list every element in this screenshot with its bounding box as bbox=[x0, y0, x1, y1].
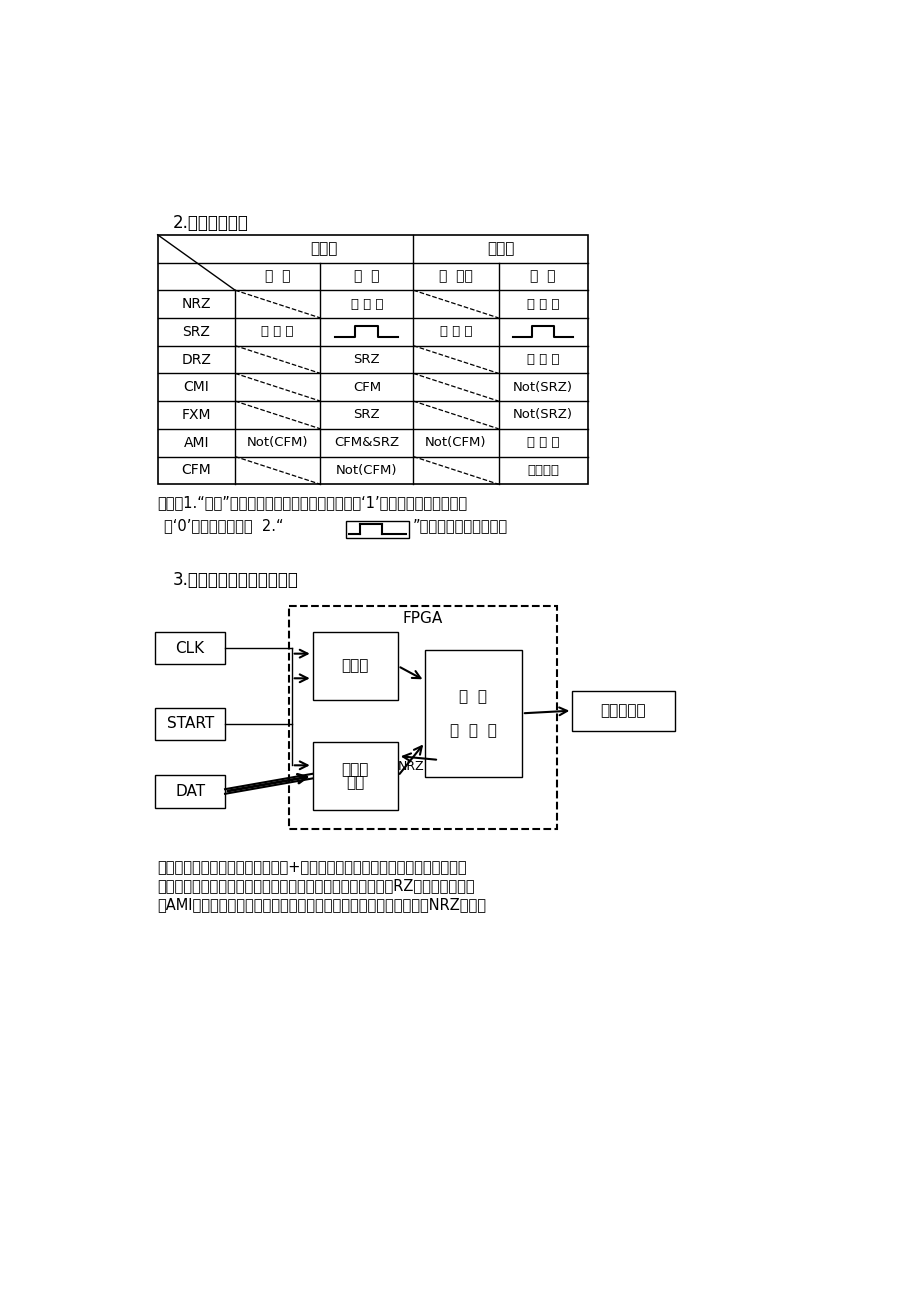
Bar bbox=[289, 605, 556, 829]
Bar bbox=[312, 742, 397, 810]
Bar bbox=[312, 631, 397, 700]
Bar bbox=[572, 690, 674, 730]
Bar bbox=[157, 234, 587, 484]
Text: 高电平: 高电平 bbox=[311, 241, 337, 256]
Bar bbox=[155, 707, 225, 740]
Text: 低  位: 低 位 bbox=[530, 270, 555, 284]
Text: NRZ: NRZ bbox=[181, 297, 210, 311]
Text: （‘0’）表示正极性；  2.“: （‘0’）表示正极性； 2.“ bbox=[164, 518, 283, 533]
Text: 转  换  器: 转 换 器 bbox=[449, 723, 496, 738]
Text: （AMI）码码形输出时引入正负极性标志位，而对双极性非归零码（NRZ）和差: （AMI）码码形输出时引入正负极性标志位，而对双极性非归零码（NRZ）和差 bbox=[157, 897, 486, 911]
Text: START: START bbox=[166, 716, 213, 732]
Text: DRZ: DRZ bbox=[181, 353, 211, 367]
Text: 高  位: 高 位 bbox=[265, 270, 290, 284]
Text: Not(CFM): Not(CFM) bbox=[335, 464, 397, 477]
Text: 低电平: 低电平 bbox=[486, 241, 514, 256]
Bar bbox=[155, 775, 225, 807]
Bar bbox=[425, 650, 521, 777]
Text: Not(CFM): Not(CFM) bbox=[425, 436, 486, 449]
Text: Not(SRZ): Not(SRZ) bbox=[513, 380, 573, 393]
Text: CMI: CMI bbox=[183, 380, 209, 395]
Text: 低 电 平: 低 电 平 bbox=[527, 353, 559, 366]
Text: ”表示高、低两种电平；: ”表示高、低两种电平； bbox=[412, 518, 507, 533]
Text: DAT: DAT bbox=[175, 784, 205, 799]
Text: FPGA: FPGA bbox=[403, 611, 443, 626]
Text: 2.码型转换原理: 2.码型转换原理 bbox=[173, 214, 249, 232]
Text: 3.基带码发生器的原理框图: 3.基带码发生器的原理框图 bbox=[173, 570, 299, 589]
Text: 低 电 平: 低 电 平 bbox=[527, 298, 559, 311]
Text: 低  位: 低 位 bbox=[354, 270, 380, 284]
Text: 分频器: 分频器 bbox=[341, 659, 369, 673]
Text: 说明：双极性的码形需要数字部分+模拟电路来实现，图中没有包含模拟电路部: 说明：双极性的码形需要数字部分+模拟电路来实现，图中没有包含模拟电路部 bbox=[157, 861, 467, 875]
Text: 高  位。: 高 位。 bbox=[438, 270, 472, 284]
Text: SRZ: SRZ bbox=[182, 324, 210, 339]
Text: SRZ: SRZ bbox=[353, 353, 380, 366]
Text: 移位寄: 移位寄 bbox=[341, 762, 369, 777]
Text: 低 电 平: 低 电 平 bbox=[261, 326, 294, 339]
Text: CFM&SRZ: CFM&SRZ bbox=[334, 436, 399, 449]
Text: CLK: CLK bbox=[176, 641, 205, 656]
Text: NRZ: NRZ bbox=[398, 759, 425, 772]
Text: Not(CFM): Not(CFM) bbox=[246, 436, 308, 449]
Text: SRZ: SRZ bbox=[353, 409, 380, 422]
Text: 分，输出信号为数字信号。对双极性的信号如双极性归零码（RZ）、交替极性码: 分，输出信号为数字信号。对双极性的信号如双极性归零码（RZ）、交替极性码 bbox=[157, 879, 475, 893]
Bar bbox=[346, 521, 409, 538]
Text: CFM: CFM bbox=[181, 464, 211, 478]
Text: 保持不变: 保持不变 bbox=[527, 464, 559, 477]
Text: 基带码信号: 基带码信号 bbox=[600, 703, 645, 719]
Bar bbox=[155, 631, 225, 664]
Text: 存器: 存器 bbox=[346, 776, 364, 790]
Text: 高 电 平: 高 电 平 bbox=[350, 298, 382, 311]
Text: FXM: FXM bbox=[181, 408, 210, 422]
Text: Not(SRZ): Not(SRZ) bbox=[513, 409, 573, 422]
Text: 低 电 平: 低 电 平 bbox=[527, 436, 559, 449]
Text: 高 电 平: 高 电 平 bbox=[439, 326, 471, 339]
Text: AMI: AMI bbox=[184, 436, 209, 449]
Text: 码  形: 码 形 bbox=[459, 689, 487, 704]
Text: 说明：1.“高位”为正负极性标志位，其中高电平（‘1’）表示负极性，低电平: 说明：1.“高位”为正负极性标志位，其中高电平（‘1’）表示负极性，低电平 bbox=[157, 495, 467, 510]
Text: CFM: CFM bbox=[352, 380, 380, 393]
